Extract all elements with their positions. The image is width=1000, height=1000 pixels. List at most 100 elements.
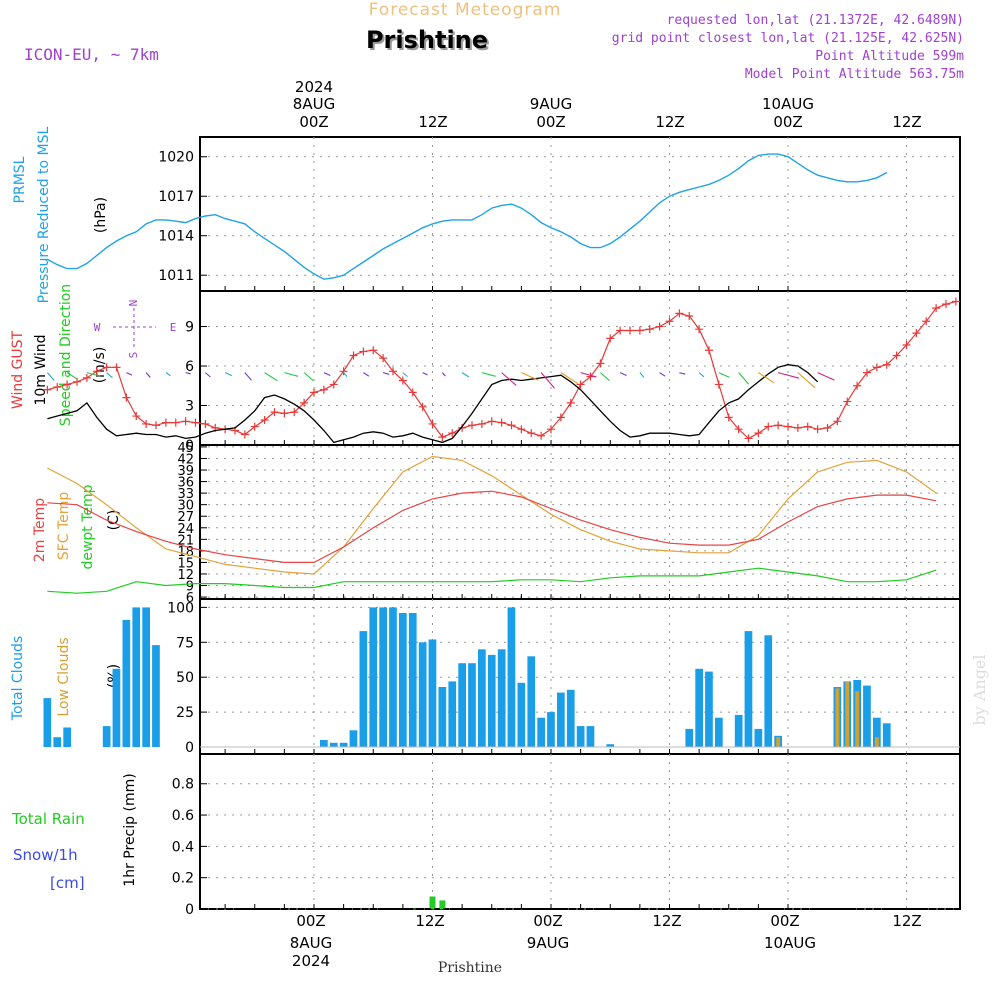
gust-marker <box>112 363 121 372</box>
gust-marker <box>448 429 457 438</box>
wind-direction-arrow <box>382 372 390 375</box>
total-clouds-bar <box>705 671 713 747</box>
wind-direction-arrow <box>264 372 278 382</box>
bottom-date-2: 9AUG <box>527 934 569 952</box>
top-tick-3: 00Z <box>536 113 565 131</box>
gust-marker <box>487 417 496 426</box>
wind-direction-arrow <box>540 372 555 389</box>
compass-rose: N S W E <box>94 300 177 359</box>
wind-unit: (m/s) <box>92 347 108 384</box>
gust-marker <box>932 304 941 313</box>
total-clouds-bar <box>882 723 891 747</box>
rain-bar <box>439 900 446 909</box>
wind-direction-arrow <box>580 372 597 378</box>
gust-marker <box>379 354 388 363</box>
gust-marker <box>171 418 180 427</box>
total-clouds-bar <box>379 607 387 747</box>
sfc-temp-line <box>47 455 937 575</box>
wind-direction-arrow <box>501 372 517 386</box>
panel-frame <box>199 753 961 910</box>
y-tick-label: 0.4 <box>172 839 194 855</box>
y-tick-label: 6 <box>185 359 194 375</box>
gust-marker <box>438 433 447 442</box>
gust-marker <box>922 317 931 326</box>
gust-marker <box>53 383 62 392</box>
wind-direction-arrow <box>600 372 610 382</box>
gust-marker <box>793 423 802 432</box>
gust-marker <box>280 409 289 418</box>
gust-marker <box>843 397 852 406</box>
total-clouds-bar <box>606 744 615 747</box>
gust-marker <box>43 385 52 394</box>
gust-marker <box>92 367 101 376</box>
wind-direction-arrow <box>224 372 233 377</box>
total-clouds-bar <box>53 737 62 747</box>
bottom-date-3: 10AUG <box>764 934 816 952</box>
wind-direction-arrow <box>422 372 428 376</box>
snow-label: Snow/1h <box>13 846 78 864</box>
top-tick-6: 12Z <box>892 113 921 131</box>
wind-direction-label: Speed and Direction <box>58 284 74 426</box>
gust-marker <box>260 415 269 424</box>
wind-direction-arrow <box>86 372 100 377</box>
low-clouds-label: Low Clouds <box>56 637 72 716</box>
gust-marker <box>527 429 536 438</box>
wind-direction-arrow <box>284 372 299 377</box>
gust-marker <box>191 418 200 427</box>
y-tick-label: 0.2 <box>172 871 194 887</box>
top-tick-1: 00Z <box>299 113 328 131</box>
gust-marker <box>339 367 348 376</box>
wind-direction-arrow <box>205 372 211 378</box>
gust-marker <box>73 377 81 386</box>
gust-marker <box>724 413 733 422</box>
gust-marker <box>705 346 713 355</box>
total-clouds-bar <box>43 698 52 747</box>
total-clouds-bar <box>428 639 437 747</box>
wind-direction-arrow <box>461 372 470 378</box>
y-tick-label: 9 <box>185 320 194 336</box>
total-clouds-bar <box>152 645 160 747</box>
wind-label: 10m Wind <box>33 334 49 405</box>
point-altitude: Point Altitude 599m <box>815 49 964 64</box>
panel-frame <box>199 290 961 446</box>
gust-marker <box>784 422 792 431</box>
wind-direction-arrow <box>66 372 77 380</box>
gust-marker <box>951 297 960 306</box>
t2m-label: 2m Temp <box>32 498 48 562</box>
wind-direction-arrow <box>659 372 666 377</box>
y-tick-label: 100 <box>167 600 194 616</box>
gust-marker <box>547 425 555 434</box>
gust-marker <box>319 385 328 394</box>
total-clouds-bar <box>132 607 141 747</box>
total-clouds-bar <box>142 607 150 747</box>
wind-direction-arrow <box>106 372 113 379</box>
wind-direction-arrow <box>441 372 446 377</box>
wind-direction-arrow <box>363 372 370 377</box>
gust-marker <box>833 417 842 426</box>
y-tick-label: 1011 <box>158 268 194 284</box>
gust-marker <box>576 380 585 389</box>
bottom-tick-4: 12Z <box>652 912 681 930</box>
compass-w: W <box>94 321 101 334</box>
total-clouds-bar <box>576 726 585 747</box>
y-tick-label: 75 <box>176 635 194 651</box>
total-clouds-bar <box>458 663 466 747</box>
total-clouds-bar <box>408 613 417 748</box>
panel-frame <box>199 136 961 292</box>
temp-2m-line <box>47 490 937 564</box>
panel-frame <box>199 444 961 600</box>
gust-marker <box>823 423 832 432</box>
total-rain-label: Total Rain <box>11 810 85 828</box>
wind-line <box>47 364 819 444</box>
bottom-year: 2024 <box>292 952 330 970</box>
gust-marker <box>359 347 368 356</box>
y-tick-label: 12 <box>177 568 194 583</box>
requested-coords: requested lon,lat (21.1372E, 42.6489N) <box>667 13 964 28</box>
y-tick-label: 21 <box>177 533 194 548</box>
wind-direction-arrow <box>126 372 133 376</box>
total-clouds-bar <box>537 717 545 747</box>
total-clouds-bar <box>112 668 121 747</box>
gust-marker <box>566 398 575 407</box>
gust-marker <box>517 425 526 434</box>
